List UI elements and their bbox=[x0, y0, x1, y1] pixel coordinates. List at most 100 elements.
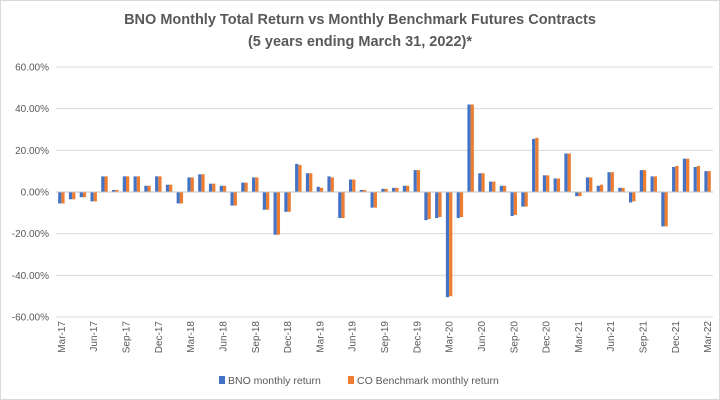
x-tick-label: Dec-19 bbox=[412, 321, 423, 354]
bar-bno bbox=[155, 176, 159, 193]
bar-bno bbox=[672, 167, 676, 192]
bar-bno bbox=[165, 184, 170, 192]
bar-bno bbox=[79, 192, 83, 198]
bar-bno bbox=[488, 181, 493, 192]
bar-bno bbox=[58, 192, 62, 204]
bar-co-benchmark bbox=[416, 170, 421, 193]
bar-co-benchmark bbox=[675, 165, 679, 192]
bar-co-benchmark bbox=[696, 165, 701, 192]
bar-co-benchmark bbox=[61, 192, 65, 204]
bar-bno bbox=[338, 192, 342, 219]
bar-co-benchmark bbox=[115, 189, 119, 192]
bar-co-benchmark bbox=[104, 176, 108, 193]
bar-bno bbox=[370, 192, 374, 208]
bar-co-benchmark bbox=[93, 192, 97, 202]
legend-swatch-bno bbox=[219, 376, 225, 384]
bar-bno bbox=[413, 170, 417, 193]
chart-title: BNO Monthly Total Return vs Monthly Benc… bbox=[124, 12, 596, 28]
bar-co-benchmark bbox=[384, 188, 388, 193]
bar-co-benchmark bbox=[567, 153, 571, 192]
bar-co-benchmark bbox=[276, 192, 281, 235]
bar-bno bbox=[273, 192, 277, 235]
bar-series bbox=[58, 104, 711, 298]
bar-bno bbox=[198, 174, 202, 192]
x-tick-label: Sep-20 bbox=[509, 321, 520, 354]
bar-co-benchmark bbox=[82, 192, 87, 198]
bar-bno bbox=[456, 192, 460, 219]
bar-co-benchmark bbox=[589, 177, 593, 192]
y-axis-tick-labels: 60.00% 40.00% 20.00% 0.00% -20.00% -40.00% -60… bbox=[12, 63, 49, 324]
gridlines bbox=[56, 66, 713, 318]
bar-bno bbox=[316, 186, 320, 192]
bar-bno bbox=[305, 173, 310, 192]
bar-co-benchmark bbox=[244, 182, 248, 193]
bar-co-benchmark bbox=[212, 183, 216, 192]
x-tick-label: Dec-17 bbox=[154, 321, 165, 354]
bar-bno bbox=[542, 175, 547, 192]
bar-bno bbox=[596, 185, 600, 192]
x-tick-label: Mar-19 bbox=[315, 321, 326, 353]
bar-co-benchmark bbox=[406, 185, 410, 192]
x-axis-tick-labels: Mar-17 Jun-17 Sep-17 Dec-17 Mar-18 Jun-18 Sep-… bbox=[57, 321, 714, 354]
x-tick-label: Sep-21 bbox=[638, 321, 649, 354]
bar-bno bbox=[553, 178, 557, 192]
bar-bno bbox=[607, 172, 611, 192]
bar-bno bbox=[585, 177, 590, 192]
bar-co-benchmark bbox=[470, 104, 474, 192]
bar-co-benchmark bbox=[255, 177, 259, 192]
bar-bno bbox=[144, 185, 148, 192]
bar-bno bbox=[208, 183, 213, 192]
bar-bno bbox=[327, 176, 331, 193]
bar-co-benchmark bbox=[233, 192, 237, 206]
bar-co-benchmark bbox=[395, 187, 399, 192]
bar-bno bbox=[112, 189, 116, 192]
y-tick-label: -20.00% bbox=[12, 229, 49, 240]
bar-bno bbox=[295, 163, 299, 193]
bar-bno bbox=[510, 192, 514, 216]
y-tick-label: -60.00% bbox=[12, 313, 49, 324]
x-tick-label: Mar-22 bbox=[703, 321, 714, 353]
bar-co-benchmark bbox=[341, 192, 345, 219]
bar-bno bbox=[284, 192, 288, 212]
y-tick-label: 20.00% bbox=[15, 146, 49, 157]
bar-bno bbox=[564, 153, 568, 192]
x-tick-label: Dec-21 bbox=[671, 321, 682, 354]
x-tick-label: Jun-17 bbox=[89, 321, 100, 352]
legend-swatch-co-benchmark bbox=[348, 376, 354, 384]
bar-co-benchmark bbox=[653, 176, 657, 193]
bar-bno bbox=[133, 176, 137, 193]
bar-bno bbox=[650, 176, 654, 193]
bar-co-benchmark bbox=[222, 185, 227, 192]
bar-co-benchmark bbox=[642, 170, 647, 193]
bar-co-benchmark bbox=[362, 189, 367, 192]
bar-bno bbox=[521, 192, 525, 207]
y-tick-label: -40.00% bbox=[12, 271, 49, 282]
bar-bno bbox=[661, 192, 665, 227]
bar-co-benchmark bbox=[481, 173, 485, 192]
bar-bno bbox=[693, 167, 697, 192]
bar-bno bbox=[252, 177, 256, 192]
bar-co-benchmark bbox=[556, 178, 561, 192]
bar-bno bbox=[402, 185, 407, 192]
bar-co-benchmark bbox=[438, 192, 442, 217]
bar-bno bbox=[262, 192, 267, 210]
x-tick-label: Mar-20 bbox=[445, 321, 456, 353]
bar-co-benchmark bbox=[190, 177, 194, 192]
bar-co-benchmark bbox=[492, 181, 496, 192]
bar-bno bbox=[219, 185, 223, 192]
legend-label-bno: BNO monthly return bbox=[228, 375, 321, 387]
bar-bno bbox=[90, 192, 94, 202]
bar-co-benchmark bbox=[707, 171, 711, 192]
bar-co-benchmark bbox=[179, 192, 184, 204]
bar-bno bbox=[176, 192, 180, 204]
bar-bno bbox=[704, 171, 708, 192]
bar-co-benchmark bbox=[502, 185, 507, 192]
bar-co-benchmark bbox=[309, 173, 313, 192]
bar-co-benchmark bbox=[169, 184, 173, 192]
x-tick-label: Sep-17 bbox=[122, 321, 133, 354]
bar-bno bbox=[122, 176, 127, 193]
bar-bno bbox=[230, 192, 234, 206]
bar-co-benchmark bbox=[610, 172, 614, 192]
